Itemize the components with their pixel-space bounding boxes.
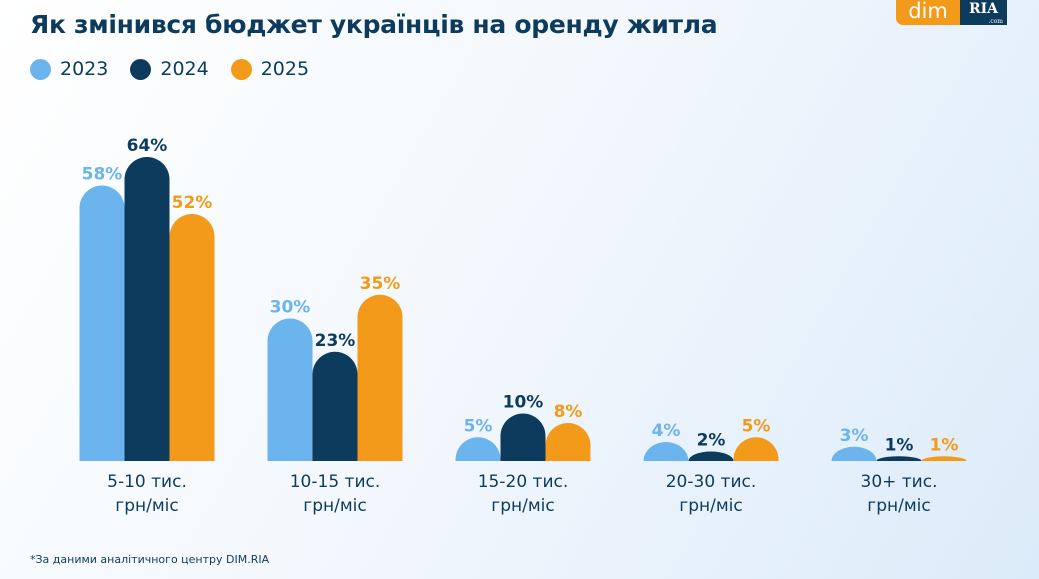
data-label: 64% [127, 136, 168, 156]
data-label: 1% [885, 435, 914, 455]
data-label: 10% [503, 393, 544, 413]
category-label: 30+ тис. [861, 472, 938, 492]
legend-swatch [130, 58, 152, 80]
logo-ria: RIA .com [960, 0, 1007, 25]
category-label: 20-30 тис. [666, 472, 757, 492]
legend: 2023 2024 2025 [30, 58, 309, 80]
logo-suffix: .com [988, 18, 1003, 25]
bar-2024-2 [500, 413, 546, 461]
bar-2025-1 [357, 294, 403, 461]
data-label: 5% [464, 416, 493, 436]
bar-2025-2 [545, 423, 591, 461]
legend-label: 2025 [260, 58, 310, 80]
legend-item-2023: 2023 [30, 58, 108, 80]
footnote: *За даними аналітичного центру DIM.RIA [30, 553, 270, 566]
category-label: грн/міс [491, 496, 554, 516]
category-label: грн/міс [679, 496, 742, 516]
data-label: 35% [360, 274, 401, 294]
legend-label: 2023 [60, 58, 109, 80]
category-label: 10-15 тис. [290, 472, 381, 492]
bar-2023-4 [831, 446, 877, 461]
legend-item-2024: 2024 [130, 58, 209, 80]
bar-2023-1 [267, 318, 313, 461]
data-label: 23% [315, 331, 356, 351]
legend-item-2025: 2025 [230, 58, 310, 80]
data-label: 5% [742, 416, 771, 436]
bar-2024-0 [124, 157, 170, 461]
bar-2023-0 [79, 185, 125, 462]
bar-2024-4 [876, 456, 922, 461]
bar-2025-3 [733, 437, 779, 461]
data-label: 58% [82, 165, 123, 185]
category-label: грн/міс [303, 496, 366, 516]
legend-label: 2024 [160, 58, 209, 80]
bar-2025-0 [169, 214, 215, 461]
data-label: 2% [697, 431, 726, 451]
category-label: 15-20 тис. [478, 472, 569, 492]
data-label: 30% [270, 298, 311, 318]
chart-title: Як змінився бюджет українців на оренду ж… [30, 10, 718, 39]
dim-ria-logo: dim RIA .com [896, 0, 1007, 25]
data-label: 3% [840, 426, 869, 446]
data-label: 52% [172, 193, 213, 213]
bar-2024-3 [688, 451, 734, 461]
legend-swatch [230, 58, 252, 80]
bar-2025-4 [921, 456, 967, 461]
data-label: 4% [652, 421, 681, 441]
legend-swatch [30, 58, 51, 80]
category-label: грн/міс [867, 496, 930, 516]
category-label: 5-10 тис. [107, 472, 187, 492]
logo-dim: dim [896, 0, 960, 25]
logo-ria-text: RIA [968, 1, 999, 17]
data-label: 8% [554, 402, 583, 422]
bar-2023-2 [455, 437, 501, 461]
bar-2023-3 [643, 442, 689, 461]
category-label: грн/міс [115, 496, 178, 516]
data-label: 1% [930, 435, 959, 455]
bar-2024-1 [312, 351, 358, 461]
